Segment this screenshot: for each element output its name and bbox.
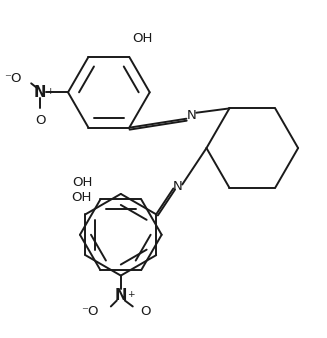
Text: OH: OH bbox=[71, 191, 92, 204]
Text: +: + bbox=[127, 290, 134, 299]
Text: N: N bbox=[186, 109, 196, 122]
Text: O: O bbox=[141, 305, 151, 318]
Text: OH: OH bbox=[132, 32, 153, 45]
Text: ⁻O: ⁻O bbox=[81, 305, 99, 318]
Text: +: + bbox=[45, 87, 53, 96]
Text: N: N bbox=[115, 288, 127, 303]
Text: ⁻O: ⁻O bbox=[4, 72, 21, 85]
Text: N: N bbox=[172, 180, 182, 193]
Text: OH: OH bbox=[72, 176, 93, 189]
Text: N: N bbox=[34, 85, 46, 100]
Text: O: O bbox=[35, 114, 45, 127]
